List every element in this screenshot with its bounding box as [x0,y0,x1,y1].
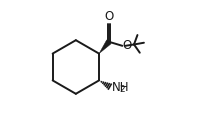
Text: O: O [104,10,114,23]
Text: O: O [123,39,132,52]
Text: 2: 2 [119,85,125,94]
Polygon shape [99,40,111,54]
Text: NH: NH [112,81,129,94]
